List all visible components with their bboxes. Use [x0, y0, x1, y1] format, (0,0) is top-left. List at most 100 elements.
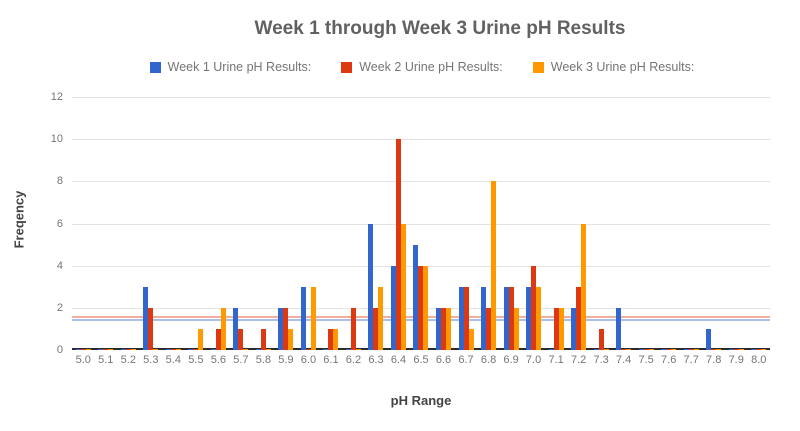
- bar[interactable]: [98, 348, 104, 350]
- bar[interactable]: [661, 348, 667, 350]
- bar[interactable]: [125, 348, 131, 350]
- bar[interactable]: [648, 348, 654, 350]
- bar[interactable]: [458, 286, 464, 350]
- bar[interactable]: [548, 348, 554, 350]
- bar[interactable]: [513, 307, 519, 350]
- bar[interactable]: [418, 265, 424, 350]
- bar[interactable]: [503, 286, 509, 350]
- bar[interactable]: [683, 348, 689, 350]
- bar[interactable]: [643, 348, 649, 350]
- bar[interactable]: [265, 348, 271, 350]
- bar[interactable]: [738, 348, 744, 350]
- bar[interactable]: [716, 348, 722, 350]
- bar[interactable]: [193, 348, 199, 350]
- bar[interactable]: [103, 348, 109, 350]
- bar[interactable]: [571, 307, 577, 350]
- bar[interactable]: [345, 348, 351, 350]
- bar[interactable]: [120, 348, 126, 350]
- bar[interactable]: [260, 328, 266, 350]
- bar[interactable]: [198, 328, 204, 350]
- bar[interactable]: [441, 307, 446, 350]
- bar[interactable]: [333, 328, 339, 350]
- bar[interactable]: [621, 348, 627, 350]
- bar[interactable]: [80, 348, 86, 350]
- bar[interactable]: [188, 348, 194, 350]
- bar[interactable]: [423, 265, 429, 350]
- legend-item-week3[interactable]: Week 3 Urine pH Results:: [532, 60, 694, 74]
- bar[interactable]: [378, 286, 384, 350]
- bar-group: [185, 97, 208, 350]
- bar[interactable]: [300, 286, 306, 350]
- bar[interactable]: [553, 307, 559, 350]
- bar[interactable]: [210, 348, 216, 350]
- bar[interactable]: [491, 181, 497, 350]
- bar[interactable]: [75, 348, 81, 350]
- bar[interactable]: [531, 265, 537, 350]
- bar[interactable]: [283, 307, 289, 350]
- bar[interactable]: [733, 348, 739, 350]
- bar[interactable]: [671, 348, 677, 350]
- bar[interactable]: [305, 348, 311, 350]
- legend-item-week2[interactable]: Week 2 Urine pH Results:: [341, 60, 503, 74]
- bar[interactable]: [220, 307, 226, 350]
- bar[interactable]: [395, 139, 401, 350]
- bar[interactable]: [536, 286, 542, 350]
- bar-group: [117, 97, 140, 350]
- bar[interactable]: [526, 286, 532, 350]
- bar[interactable]: [238, 328, 244, 350]
- legend-item-week1[interactable]: Week 1 Urine pH Results:: [149, 60, 311, 74]
- bar[interactable]: [688, 348, 694, 350]
- bar[interactable]: [153, 348, 159, 350]
- bar[interactable]: [638, 348, 644, 350]
- bar[interactable]: [446, 307, 451, 350]
- bar[interactable]: [693, 348, 699, 350]
- bar[interactable]: [666, 348, 672, 350]
- bar[interactable]: [108, 348, 114, 350]
- bar[interactable]: [310, 286, 316, 350]
- bar[interactable]: [355, 348, 361, 350]
- bar[interactable]: [148, 307, 154, 350]
- bar[interactable]: [85, 348, 91, 350]
- bar[interactable]: [413, 244, 419, 350]
- bar[interactable]: [616, 307, 622, 350]
- bar[interactable]: [598, 328, 604, 350]
- bar[interactable]: [175, 348, 181, 350]
- bar[interactable]: [328, 328, 334, 350]
- bar[interactable]: [288, 328, 294, 350]
- bar[interactable]: [390, 265, 396, 350]
- bar[interactable]: [165, 348, 171, 350]
- bar[interactable]: [603, 348, 609, 350]
- bar[interactable]: [711, 348, 717, 350]
- bar[interactable]: [143, 286, 149, 350]
- bar[interactable]: [400, 223, 406, 350]
- bar[interactable]: [170, 348, 176, 350]
- bar-group: [297, 97, 320, 350]
- bar[interactable]: [756, 348, 762, 350]
- bar[interactable]: [255, 348, 261, 350]
- bar[interactable]: [368, 223, 374, 350]
- bar[interactable]: [706, 328, 712, 350]
- bar[interactable]: [278, 307, 284, 350]
- bar[interactable]: [243, 348, 249, 350]
- bar[interactable]: [728, 348, 734, 350]
- bar[interactable]: [350, 307, 356, 350]
- bar[interactable]: [233, 307, 239, 350]
- bar[interactable]: [130, 348, 136, 350]
- bar[interactable]: [463, 286, 469, 350]
- bar[interactable]: [215, 328, 221, 350]
- bar[interactable]: [558, 307, 564, 350]
- bar[interactable]: [373, 307, 379, 350]
- bar[interactable]: [481, 286, 487, 350]
- bar[interactable]: [436, 307, 441, 350]
- bar[interactable]: [576, 286, 582, 350]
- bar[interactable]: [626, 348, 632, 350]
- bar[interactable]: [761, 348, 767, 350]
- bar[interactable]: [323, 348, 329, 350]
- bar[interactable]: [486, 307, 492, 350]
- bar[interactable]: [581, 223, 587, 350]
- bar[interactable]: [508, 286, 514, 350]
- bar[interactable]: [751, 348, 757, 350]
- bar[interactable]: [593, 348, 599, 350]
- bar[interactable]: [468, 328, 474, 350]
